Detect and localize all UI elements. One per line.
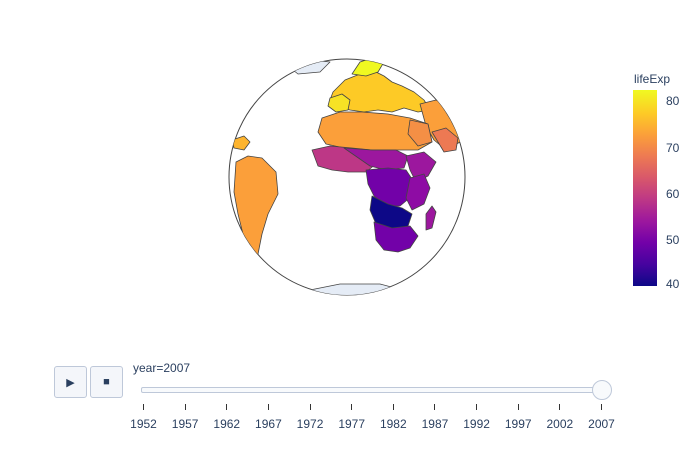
globe-map[interactable]	[0, 0, 620, 340]
slider-tick-mark	[351, 404, 353, 410]
slider-tick-mark	[517, 404, 519, 410]
region-sahel[interactable]	[343, 147, 409, 171]
slider-step-1977[interactable]: 1977	[338, 417, 366, 431]
region-north-africa[interactable]	[317, 111, 433, 151]
slider-step-1972[interactable]: 1972	[296, 417, 324, 431]
region-madagascar[interactable]	[425, 205, 437, 231]
colorbar-title: lifeExp	[634, 72, 671, 86]
colorbar	[633, 90, 657, 286]
region-egypt[interactable]	[407, 119, 433, 147]
slider-step-1987[interactable]: 1987	[421, 417, 449, 431]
colorbar-tick: 60	[666, 187, 680, 201]
slider-current-label: year=2007	[133, 361, 191, 375]
slider-tick-mark	[267, 404, 269, 410]
slider-tick-mark	[601, 404, 602, 410]
region-horn[interactable]	[405, 151, 437, 183]
slider-step-1957[interactable]: 1957	[171, 417, 199, 431]
slider-tick-mark	[226, 404, 228, 410]
play-button[interactable]: ▶	[54, 366, 87, 398]
slider-tick-mark	[309, 404, 311, 410]
slider-tick-mark	[476, 404, 478, 410]
colorbar-tick: 70	[666, 141, 680, 155]
slider-handle[interactable]	[592, 380, 612, 400]
slider-step-2007[interactable]: 2007	[588, 417, 615, 431]
stop-button[interactable]: ■	[90, 366, 123, 398]
play-icon: ▶	[66, 376, 75, 389]
region-caribbean[interactable]	[231, 135, 251, 151]
slider-tick-mark	[184, 404, 186, 410]
colorbar-tick: 50	[666, 233, 680, 247]
region-arabia[interactable]	[431, 127, 459, 153]
slider-track[interactable]	[141, 387, 605, 393]
region-central-africa[interactable]	[365, 167, 415, 207]
colorbar-tick: 40	[666, 277, 680, 291]
slider-step-1982[interactable]: 1982	[379, 417, 407, 431]
slider-tick-mark	[143, 404, 144, 410]
slider-step-2002[interactable]: 2002	[546, 417, 574, 431]
slider-step-1962[interactable]: 1962	[213, 417, 241, 431]
slider-step-1952[interactable]: 1952	[130, 417, 157, 431]
colorbar-tick: 80	[666, 94, 680, 108]
slider-step-1967[interactable]: 1967	[255, 417, 282, 431]
region-southern-africa[interactable]	[373, 221, 419, 253]
slider-tick-mark	[559, 404, 561, 410]
region-east-africa[interactable]	[405, 173, 431, 211]
slider-step-1997[interactable]: 1997	[504, 417, 532, 431]
slider-step-1992[interactable]: 1992	[463, 417, 490, 431]
slider-tick-mark	[392, 404, 394, 410]
stop-icon: ■	[103, 376, 110, 388]
region-iberia[interactable]	[327, 93, 351, 113]
slider-tick-mark	[434, 404, 436, 410]
